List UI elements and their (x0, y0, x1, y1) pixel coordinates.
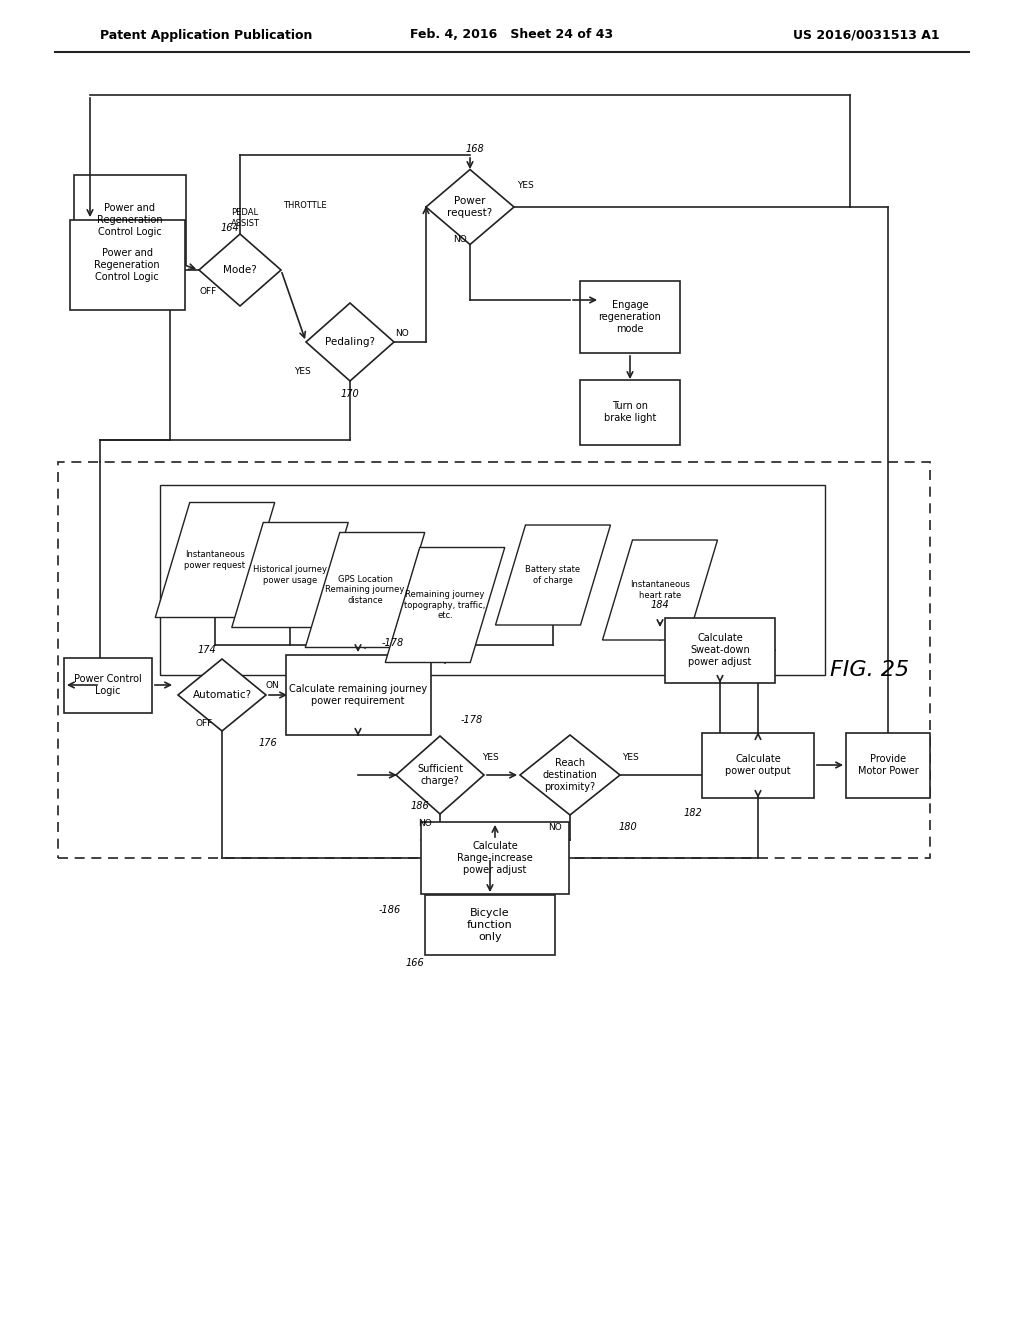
Text: Power and
Regeneration
Control Logic: Power and Regeneration Control Logic (94, 248, 160, 282)
Text: Instantaneous
heart rate: Instantaneous heart rate (630, 579, 690, 599)
Polygon shape (396, 737, 484, 814)
Text: Battery state
of charge: Battery state of charge (525, 565, 581, 585)
Text: 180: 180 (618, 822, 637, 832)
Text: NO: NO (548, 822, 562, 832)
Text: Calculate remaining journey
power requirement: Calculate remaining journey power requir… (289, 684, 427, 706)
Text: Bicycle
function
only: Bicycle function only (467, 908, 513, 942)
Text: Calculate
Range-increase
power adjust: Calculate Range-increase power adjust (457, 841, 532, 875)
Text: Mode?: Mode? (223, 265, 257, 275)
Text: NO: NO (395, 330, 409, 338)
Text: 164: 164 (220, 223, 240, 234)
Text: Historical journey
power usage: Historical journey power usage (253, 565, 327, 585)
Text: Turn on
brake light: Turn on brake light (604, 401, 656, 424)
Polygon shape (178, 659, 266, 731)
Text: 176: 176 (259, 738, 278, 748)
Text: THROTTLE: THROTTLE (284, 201, 327, 210)
Text: Pedaling?: Pedaling? (325, 337, 375, 347)
Polygon shape (156, 503, 274, 618)
Text: Power
request?: Power request? (447, 195, 493, 218)
Text: OFF: OFF (200, 288, 217, 297)
Text: Power Control
Logic: Power Control Logic (74, 673, 142, 696)
Text: OFF: OFF (196, 718, 213, 727)
Text: Automatic?: Automatic? (193, 690, 252, 700)
Text: -178: -178 (382, 638, 404, 648)
Text: Patent Application Publication: Patent Application Publication (100, 29, 312, 41)
Text: NO: NO (454, 235, 467, 243)
Text: Feb. 4, 2016   Sheet 24 of 43: Feb. 4, 2016 Sheet 24 of 43 (411, 29, 613, 41)
FancyBboxPatch shape (702, 733, 814, 797)
FancyBboxPatch shape (425, 895, 555, 954)
FancyBboxPatch shape (63, 657, 152, 713)
Polygon shape (602, 540, 718, 640)
Polygon shape (199, 234, 281, 306)
Text: US 2016/0031513 A1: US 2016/0031513 A1 (794, 29, 940, 41)
Text: 184: 184 (650, 601, 670, 610)
Bar (58, 462, 930, 858)
Text: 186: 186 (411, 801, 429, 810)
Text: YES: YES (481, 752, 499, 762)
FancyBboxPatch shape (665, 618, 775, 682)
Text: Calculate
power output: Calculate power output (725, 754, 791, 776)
Text: Sufficient
charge?: Sufficient charge? (417, 764, 463, 787)
Text: Reach
destination
proximity?: Reach destination proximity? (543, 758, 597, 792)
Text: ON: ON (265, 681, 279, 689)
Text: YES: YES (294, 367, 310, 376)
Polygon shape (426, 169, 514, 244)
Text: Provide
Motor Power: Provide Motor Power (858, 754, 919, 776)
Polygon shape (231, 523, 348, 627)
Polygon shape (385, 548, 505, 663)
FancyBboxPatch shape (421, 822, 569, 894)
Bar (160, 484, 825, 675)
Text: GPS Location
Remaining journey
distance: GPS Location Remaining journey distance (326, 574, 404, 606)
FancyBboxPatch shape (580, 380, 680, 445)
FancyBboxPatch shape (70, 220, 184, 310)
Text: NO: NO (418, 818, 432, 828)
Text: Instantaneous
power request: Instantaneous power request (184, 550, 246, 570)
Text: Engage
regeneration
mode: Engage regeneration mode (599, 300, 662, 334)
Text: FIG. 25: FIG. 25 (830, 660, 909, 680)
Polygon shape (496, 525, 610, 624)
FancyBboxPatch shape (580, 281, 680, 352)
Text: PEDAL
ASSIST: PEDAL ASSIST (230, 209, 259, 227)
FancyBboxPatch shape (74, 176, 186, 265)
Text: -178: -178 (461, 715, 483, 725)
Polygon shape (305, 532, 425, 648)
Text: 174: 174 (198, 645, 216, 655)
Text: YES: YES (622, 752, 638, 762)
Text: Power and
Regeneration
Control Logic: Power and Regeneration Control Logic (97, 202, 163, 238)
Text: 166: 166 (406, 958, 424, 968)
Polygon shape (306, 304, 394, 381)
Text: Calculate
Sweat-down
power adjust: Calculate Sweat-down power adjust (688, 632, 752, 668)
Text: Remaining journey
topography, traffic,
etc.: Remaining journey topography, traffic, e… (404, 590, 485, 620)
Text: 168: 168 (466, 144, 484, 154)
Text: YES: YES (517, 181, 534, 190)
Text: -186: -186 (379, 906, 401, 915)
FancyBboxPatch shape (286, 655, 430, 735)
FancyBboxPatch shape (846, 733, 930, 797)
Polygon shape (520, 735, 620, 814)
Text: 170: 170 (341, 389, 359, 399)
Text: 182: 182 (684, 808, 702, 818)
